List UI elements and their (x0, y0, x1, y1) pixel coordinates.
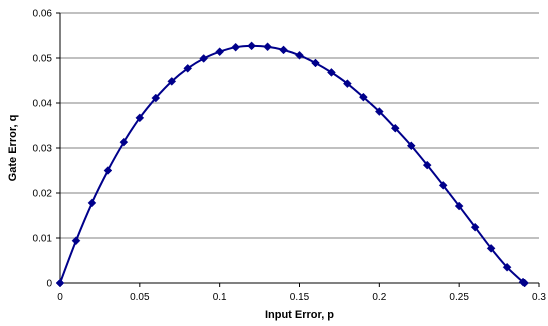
data-point-26 (470, 222, 480, 232)
tick-labels: 0 0.01 0.02 0.03 0.04 0.05 0.06 0 0.05 0.1 0.15 0.2… (33, 9, 547, 304)
y-tick-label-3: 0.03 (33, 144, 53, 155)
data-point-2 (87, 198, 97, 208)
x-tick-label-6: 0.3 (532, 292, 546, 303)
data-point-20 (374, 107, 384, 116)
data-point-7 (167, 77, 177, 86)
x-tick-label-5: 0.25 (449, 292, 469, 303)
x-tick-label-4: 0.2 (372, 292, 386, 303)
data-point-8 (183, 63, 193, 73)
x-tick-label-1: 0.05 (130, 292, 150, 303)
data-point-22 (406, 141, 416, 151)
data-point-13 (263, 42, 272, 52)
x-tick-label-0: 0 (57, 292, 63, 303)
data-point-27 (486, 243, 496, 253)
data-point-16 (311, 58, 320, 68)
data-point-30 (520, 278, 529, 288)
data-point-12 (247, 41, 256, 51)
gridlines (60, 12, 539, 239)
y-tick-label-4: 0.04 (33, 99, 53, 110)
data-point-3 (103, 166, 113, 175)
y-tick-label-2: 0.02 (33, 189, 53, 200)
series-layer (55, 41, 529, 288)
data-point-4 (119, 137, 129, 147)
series-line-0 (59, 44, 526, 285)
data-point-17 (327, 68, 336, 77)
data-point-21 (390, 123, 400, 133)
data-point-0 (55, 278, 65, 288)
y-axis-title: Gate Error, q (7, 115, 19, 182)
data-point-15 (295, 50, 304, 60)
x-axis-title: Input Error, p (265, 309, 334, 321)
x-tick-label-3: 0.15 (290, 292, 310, 303)
data-point-5 (135, 113, 145, 123)
data-point-11 (231, 42, 240, 52)
axes (56, 12, 540, 287)
y-tick-label-5: 0.05 (33, 54, 53, 65)
data-point-18 (343, 79, 352, 89)
data-point-6 (151, 93, 161, 103)
y-tick-label-1: 0.01 (33, 234, 53, 245)
data-point-28 (502, 262, 512, 272)
y-tick-label-6: 0.06 (33, 9, 53, 20)
data-point-23 (422, 160, 432, 170)
x-tick-label-2: 0.1 (213, 292, 227, 303)
data-point-19 (359, 92, 368, 102)
data-point-9 (199, 54, 209, 63)
data-point-14 (279, 45, 288, 55)
data-point-25 (454, 201, 464, 211)
y-tick-label-0: 0 (46, 279, 52, 290)
data-point-10 (215, 47, 225, 57)
data-point-24 (438, 180, 448, 190)
data-point-1 (71, 236, 81, 246)
